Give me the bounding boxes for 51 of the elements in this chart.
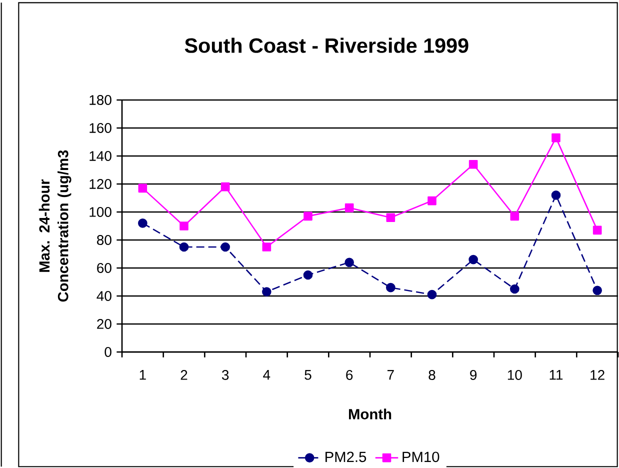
x-tick-label: 5 <box>304 370 312 380</box>
y-tick-label: 100 <box>90 207 112 217</box>
x-tick-label: 1 <box>140 370 146 380</box>
y-tick-label: 160 <box>90 123 112 133</box>
y-axis-title: Max. 24-hour Concentration (ug/m3 <box>38 150 72 302</box>
point <box>468 160 478 169</box>
y-tick-label: 40 <box>96 291 112 301</box>
point <box>138 184 148 193</box>
point <box>138 218 148 228</box>
chart-title: South Coast - Riverside 1999 <box>184 38 468 53</box>
x-tick-label: 10 <box>508 370 522 380</box>
x-tick-label: 6 <box>346 370 353 380</box>
point <box>262 242 272 252</box>
point <box>303 270 313 280</box>
y-tick-label: 140 <box>90 151 112 161</box>
x-axis-title: Month <box>348 408 392 420</box>
point <box>386 282 396 292</box>
x-tick-label: 4 <box>263 370 270 380</box>
point <box>592 226 602 235</box>
point <box>220 182 230 192</box>
legend-label: PM10 <box>402 452 440 462</box>
point <box>262 287 272 296</box>
y-tick-label: 60 <box>97 263 112 273</box>
point <box>180 222 188 230</box>
x-tick-label: 3 <box>222 370 229 380</box>
y-tick-label: 0 <box>104 347 112 357</box>
x-tick-label: 11 <box>550 370 563 380</box>
point <box>552 133 560 142</box>
point <box>179 242 189 252</box>
x-tick-label: 9 <box>470 370 477 380</box>
point <box>220 242 230 252</box>
legend-label: PM2.5 <box>326 452 366 462</box>
point <box>344 258 354 268</box>
x-tick-label: 7 <box>387 370 394 380</box>
point <box>428 196 436 206</box>
point <box>427 290 437 300</box>
y-tick-label: 80 <box>96 235 112 245</box>
point <box>304 212 312 221</box>
x-tick-label: 8 <box>428 370 436 380</box>
x-tick-label: 2 <box>180 370 188 380</box>
point <box>510 212 520 221</box>
point <box>386 213 396 222</box>
point <box>551 190 561 200</box>
x-tick-label: 12 <box>590 370 604 380</box>
y-tick-label: 180 <box>90 95 112 105</box>
y-tick-label: 20 <box>97 319 112 329</box>
point <box>344 203 354 212</box>
point <box>510 284 520 294</box>
point <box>468 254 478 264</box>
point <box>592 286 602 296</box>
y-tick-label: 120 <box>90 179 112 189</box>
